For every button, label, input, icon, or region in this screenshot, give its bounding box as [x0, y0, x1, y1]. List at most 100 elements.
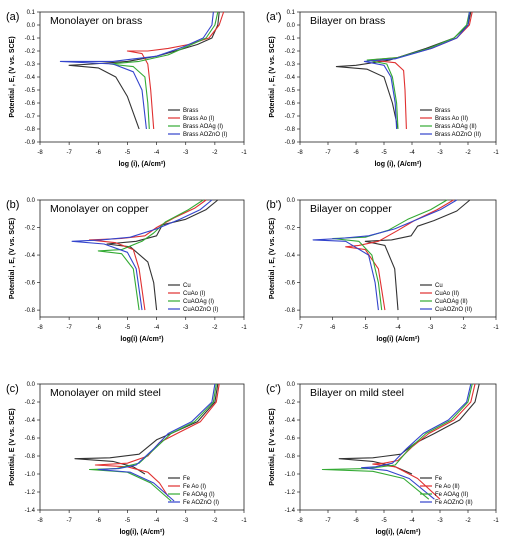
- legend-entry: Fe AOAg (II): [435, 492, 468, 498]
- x-tick-label: -5: [125, 518, 131, 524]
- legend-entry: CuAo (II): [435, 291, 459, 297]
- legend-entry: Cu: [183, 283, 191, 289]
- series-line-1: [369, 11, 473, 130]
- series-line-3: [363, 11, 470, 130]
- x-tick-label: -2: [465, 150, 471, 156]
- legend-entry: Fe Ao (II): [435, 484, 460, 490]
- y-tick-label: -1.2: [285, 490, 296, 496]
- legend-entry: CuAOAg (II): [435, 299, 468, 305]
- y-tick-label: -0.4: [285, 75, 296, 81]
- x-tick-label: -5: [363, 325, 369, 331]
- series-line-2: [97, 199, 204, 311]
- series-line-1: [126, 11, 225, 130]
- y-tick-label: -0.6: [285, 101, 296, 107]
- y-tick-label: -0.6: [25, 281, 36, 287]
- x-tick-label: -2: [212, 150, 218, 156]
- x-axis-label: log(i), (A/cm²): [375, 529, 420, 536]
- y-tick-label: -0.4: [25, 75, 36, 81]
- series-line-1: [345, 199, 454, 311]
- y-tick-label: -0.3: [285, 62, 296, 68]
- x-tick-label: -7: [325, 518, 331, 524]
- x-tick-label: -1: [241, 518, 247, 524]
- y-tick-label: -0.2: [25, 226, 36, 232]
- x-tick-label: -3: [437, 518, 443, 524]
- y-tick-label: -0.6: [25, 101, 36, 107]
- series-line-0: [68, 11, 220, 130]
- x-tick-label: -4: [395, 325, 401, 331]
- legend-entry: CuAOZnO (II): [435, 307, 472, 313]
- plot-frame: [39, 11, 245, 143]
- x-tick-label: -2: [212, 518, 218, 524]
- x-tick-label: -3: [183, 325, 189, 331]
- x-tick-label: -6: [353, 150, 359, 156]
- y-tick-label: -0.2: [285, 226, 296, 232]
- y-tick-label: -0.7: [25, 114, 36, 120]
- series-line-3: [71, 199, 213, 311]
- plot-frame: [39, 383, 245, 511]
- x-axis-label: log(i) (A/cm²): [120, 336, 163, 343]
- x-tick-label: -5: [381, 518, 387, 524]
- series-line-0: [364, 199, 471, 311]
- x-tick-label: -8: [37, 325, 43, 331]
- y-tick-label: -0.5: [25, 88, 36, 94]
- y-tick-label: -0.9: [285, 140, 296, 146]
- x-tick-label: -5: [125, 150, 131, 156]
- y-axis-label: Potential, E (V vs. SCE): [269, 408, 276, 485]
- series-line-3: [59, 11, 214, 130]
- series-line-0: [106, 199, 219, 311]
- x-tick-label: -8: [297, 150, 303, 156]
- panel-label: (c'): [266, 383, 281, 395]
- x-tick-label: -6: [330, 325, 336, 331]
- y-axis-label: Potential , E, (V vs. SCE): [9, 36, 16, 117]
- x-tick-label: -4: [409, 518, 415, 524]
- y-tick-label: 0.0: [287, 198, 296, 204]
- y-tick-label: -0.2: [285, 49, 296, 55]
- y-tick-label: 0.0: [287, 382, 296, 388]
- legend-entry: Brass: [183, 108, 198, 114]
- y-tick-label: 0.1: [287, 10, 296, 16]
- x-tick-label: -7: [297, 325, 303, 331]
- y-tick-label: -0.1: [25, 36, 36, 42]
- legend-entry: Brass: [435, 108, 450, 114]
- x-tick-label: -3: [183, 518, 189, 524]
- y-tick-label: -1.4: [25, 508, 36, 514]
- chart-title: Monolayer on brass: [50, 15, 142, 27]
- x-axis-label: log (i), (A/cm²): [374, 161, 421, 168]
- legend-entry: CuAOZnO (I): [183, 307, 218, 313]
- legend-entry: Brass AOZnO (II): [435, 132, 481, 138]
- series-line-3: [312, 199, 458, 311]
- x-axis-label: log (i), (A/cm²): [118, 161, 165, 168]
- y-axis-label: Potential , E, (V vs. SCE): [9, 218, 16, 299]
- x-tick-label: -4: [154, 150, 160, 156]
- x-tick-label: -8: [37, 150, 43, 156]
- y-tick-label: -0.8: [25, 308, 36, 314]
- panel-b: (b) Monolayer on copper -8 -7 -6 -5 -4 -3 -2 -1 0.…: [6, 198, 247, 343]
- x-tick-label: -4: [154, 518, 160, 524]
- x-tick-label: -4: [154, 325, 160, 331]
- legend-entry: Brass Ao (I): [183, 116, 214, 122]
- x-tick-label: -5: [125, 325, 131, 331]
- y-tick-label: -0.4: [25, 253, 36, 259]
- y-tick-label: -0.7: [285, 114, 296, 120]
- x-tick-label: -3: [183, 150, 189, 156]
- series-line-2: [88, 383, 217, 502]
- x-tick-label: -8: [37, 518, 43, 524]
- legend-entry: CuAOAg (I): [183, 299, 214, 305]
- chart-title: Bilayer on copper: [310, 203, 392, 215]
- x-axis-label: log(i), (A/cm²): [119, 529, 164, 536]
- legend-entry: Fe AOZnO (II): [435, 500, 473, 506]
- y-tick-label: 0.0: [27, 23, 36, 29]
- y-tick-label: -0.4: [285, 253, 296, 259]
- y-axis-label: Potential, E (V vs. SCE): [9, 408, 16, 485]
- plot-frame: [299, 383, 497, 511]
- y-tick-label: -1.0: [285, 472, 296, 478]
- y-tick-label: 0.1: [27, 10, 36, 16]
- x-tick-label: -2: [465, 518, 471, 524]
- x-tick-label: -7: [66, 325, 72, 331]
- panel-label: (a'): [266, 11, 282, 23]
- x-tick-label: -1: [241, 325, 247, 331]
- y-tick-label: 0.0: [27, 382, 36, 388]
- x-tick-label: -1: [493, 325, 499, 331]
- series-line-3: [361, 383, 472, 500]
